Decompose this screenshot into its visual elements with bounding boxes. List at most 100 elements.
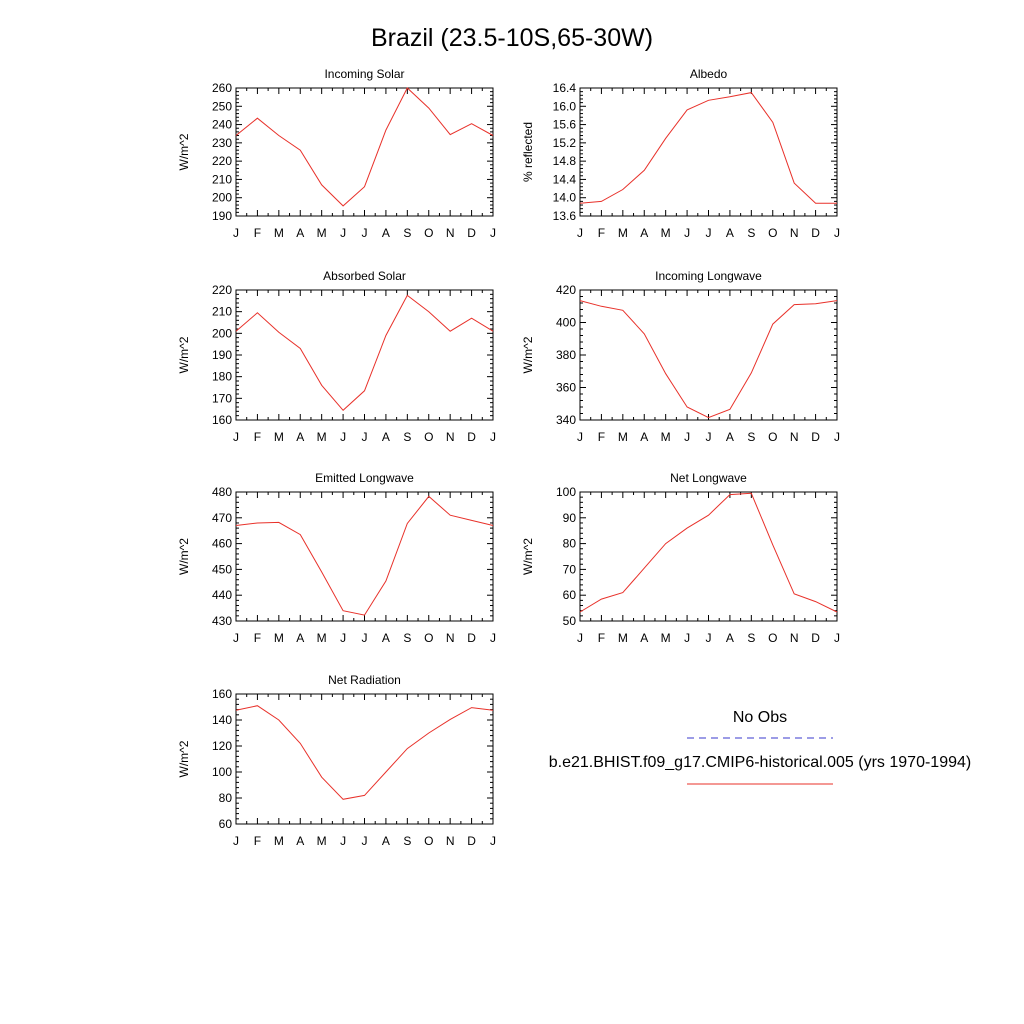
- x-tick-label: F: [254, 430, 261, 444]
- x-tick-label: D: [811, 631, 820, 645]
- y-axis-label: W/m^2: [177, 538, 191, 575]
- x-tick-label: S: [403, 631, 411, 645]
- x-tick-label: J: [340, 430, 346, 444]
- panel-title: Net Longwave: [670, 471, 747, 485]
- y-tick-label: 14.8: [553, 154, 577, 168]
- y-tick-label: 210: [212, 305, 232, 319]
- x-tick-label: F: [598, 226, 605, 240]
- x-tick-label: M: [618, 430, 628, 444]
- x-tick-label: J: [340, 631, 346, 645]
- x-tick-label: N: [790, 226, 799, 240]
- x-tick-label: J: [684, 631, 690, 645]
- panel-title: Incoming Solar: [324, 67, 404, 81]
- x-tick-label: M: [274, 631, 284, 645]
- y-tick-label: 220: [212, 154, 232, 168]
- plot-frame: [235, 87, 494, 217]
- x-tick-label: N: [790, 631, 799, 645]
- y-tick-label: 60: [563, 588, 577, 602]
- y-tick-label: 80: [219, 791, 233, 805]
- y-tick-label: 15.6: [553, 118, 577, 132]
- y-tick-label: 60: [219, 817, 233, 831]
- x-tick-label: F: [254, 631, 261, 645]
- series-line: [579, 92, 837, 204]
- x-tick-label: A: [726, 226, 734, 240]
- x-tick-label: A: [296, 631, 304, 645]
- series-line: [579, 300, 838, 419]
- series-line: [579, 492, 838, 613]
- x-tick-label: O: [768, 631, 777, 645]
- x-tick-label: D: [811, 226, 820, 240]
- x-tick-label: J: [706, 226, 712, 240]
- y-tick-label: 260: [212, 81, 232, 95]
- y-tick-label: 50: [563, 614, 577, 628]
- main-title: Brazil (23.5-10S,65-30W): [371, 24, 653, 52]
- x-tick-label: N: [446, 430, 455, 444]
- x-tick-label: A: [640, 430, 648, 444]
- x-tick-label: D: [811, 430, 820, 444]
- x-tick-label: J: [233, 226, 239, 240]
- plot-frame: [235, 491, 494, 622]
- x-tick-label: J: [577, 631, 583, 645]
- y-tick-label: 470: [212, 511, 232, 525]
- x-tick-label: J: [233, 834, 239, 848]
- panel-title: Incoming Longwave: [655, 269, 762, 283]
- plot-frame: [579, 87, 838, 217]
- x-tick-label: A: [382, 430, 390, 444]
- x-tick-label: J: [577, 226, 583, 240]
- y-tick-label: 380: [556, 348, 576, 362]
- y-tick-label: 13.6: [553, 209, 577, 223]
- x-tick-label: F: [598, 430, 605, 444]
- series-line: [235, 705, 494, 800]
- x-tick-label: J: [233, 430, 239, 444]
- x-tick-label: A: [296, 834, 304, 848]
- x-tick-label: O: [768, 226, 777, 240]
- y-tick-label: 120: [212, 739, 232, 753]
- y-axis-label: W/m^2: [521, 538, 535, 575]
- x-tick-label: J: [577, 430, 583, 444]
- x-tick-label: A: [382, 631, 390, 645]
- y-tick-label: 480: [212, 485, 232, 499]
- x-tick-label: J: [834, 430, 840, 444]
- y-tick-label: 230: [212, 136, 232, 150]
- x-tick-label: D: [467, 631, 476, 645]
- x-tick-label: S: [747, 226, 755, 240]
- y-tick-label: 180: [212, 370, 232, 384]
- y-tick-label: 190: [212, 209, 232, 223]
- x-tick-label: M: [317, 834, 327, 848]
- x-tick-label: J: [362, 631, 368, 645]
- x-tick-label: J: [490, 430, 496, 444]
- x-tick-label: M: [274, 226, 284, 240]
- y-tick-label: 14.0: [553, 191, 577, 205]
- y-tick-label: 210: [212, 172, 232, 186]
- x-tick-label: M: [274, 834, 284, 848]
- x-tick-label: A: [640, 631, 648, 645]
- x-tick-label: N: [446, 226, 455, 240]
- x-tick-label: F: [254, 226, 261, 240]
- y-axis-label: W/m^2: [177, 133, 191, 170]
- x-tick-label: S: [747, 631, 755, 645]
- series-line: [235, 294, 494, 412]
- x-tick-label: J: [706, 631, 712, 645]
- y-tick-label: 90: [563, 511, 577, 525]
- y-tick-label: 170: [212, 391, 232, 405]
- y-tick-label: 80: [563, 537, 577, 551]
- x-tick-label: S: [403, 430, 411, 444]
- x-tick-label: D: [467, 834, 476, 848]
- x-tick-label: S: [403, 226, 411, 240]
- x-tick-label: M: [661, 430, 671, 444]
- x-tick-label: N: [446, 834, 455, 848]
- y-tick-label: 190: [212, 348, 232, 362]
- x-tick-label: A: [726, 631, 734, 645]
- x-tick-label: O: [424, 430, 433, 444]
- y-tick-label: 200: [212, 191, 232, 205]
- y-tick-label: 460: [212, 537, 232, 551]
- y-tick-label: 140: [212, 713, 232, 727]
- series-line: [235, 495, 494, 616]
- plot-frame: [235, 289, 494, 421]
- x-tick-label: J: [834, 226, 840, 240]
